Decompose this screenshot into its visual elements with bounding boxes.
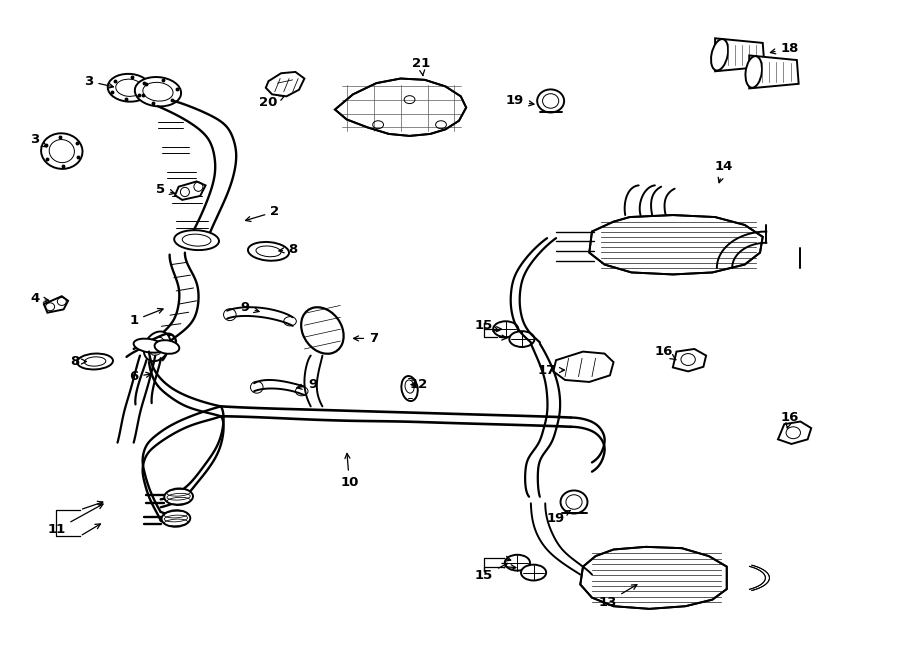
Text: 1: 1 <box>129 309 163 327</box>
Text: 17: 17 <box>538 364 564 377</box>
Text: 20: 20 <box>259 96 284 110</box>
Polygon shape <box>266 72 304 97</box>
Text: 15: 15 <box>475 563 508 582</box>
Text: 8: 8 <box>279 243 297 256</box>
Text: 16: 16 <box>654 345 676 360</box>
Polygon shape <box>716 38 764 71</box>
Ellipse shape <box>165 488 193 505</box>
Ellipse shape <box>162 510 190 527</box>
Ellipse shape <box>155 340 179 354</box>
Polygon shape <box>580 547 727 609</box>
Ellipse shape <box>505 555 530 570</box>
Text: 18: 18 <box>770 42 799 55</box>
Polygon shape <box>175 181 205 200</box>
Ellipse shape <box>493 321 518 337</box>
Ellipse shape <box>108 74 150 102</box>
Ellipse shape <box>144 331 170 361</box>
Polygon shape <box>673 349 707 371</box>
Ellipse shape <box>248 242 289 260</box>
Text: 9: 9 <box>240 301 259 314</box>
Ellipse shape <box>175 230 219 250</box>
Ellipse shape <box>41 134 83 169</box>
Text: 10: 10 <box>340 453 358 488</box>
Text: 15: 15 <box>475 319 499 332</box>
Text: 16: 16 <box>780 411 799 428</box>
Ellipse shape <box>302 307 344 354</box>
Ellipse shape <box>77 354 113 369</box>
Text: 21: 21 <box>412 57 430 75</box>
Text: 7: 7 <box>354 332 378 345</box>
Polygon shape <box>590 215 762 274</box>
Text: 13: 13 <box>598 584 637 609</box>
Text: 4: 4 <box>31 292 49 305</box>
Ellipse shape <box>401 376 418 401</box>
Polygon shape <box>335 79 466 136</box>
Text: 2: 2 <box>246 206 279 221</box>
Ellipse shape <box>135 77 181 106</box>
Ellipse shape <box>133 338 165 353</box>
Polygon shape <box>778 422 811 444</box>
Text: 14: 14 <box>715 161 733 182</box>
Ellipse shape <box>745 56 762 88</box>
Ellipse shape <box>561 490 588 514</box>
Ellipse shape <box>537 89 564 112</box>
Polygon shape <box>749 56 798 89</box>
Polygon shape <box>554 352 614 382</box>
Text: 9: 9 <box>297 378 318 391</box>
Ellipse shape <box>521 564 546 580</box>
Text: 6: 6 <box>129 370 151 383</box>
Text: 8: 8 <box>70 355 86 368</box>
Text: 19: 19 <box>506 95 534 108</box>
Text: 12: 12 <box>410 378 427 391</box>
Polygon shape <box>44 296 68 313</box>
Text: 3: 3 <box>31 133 47 147</box>
Text: 5: 5 <box>156 183 175 196</box>
Text: 3: 3 <box>84 75 113 88</box>
Text: 11: 11 <box>48 504 104 536</box>
Ellipse shape <box>711 39 728 71</box>
Text: 19: 19 <box>547 510 571 525</box>
Ellipse shape <box>509 331 535 347</box>
